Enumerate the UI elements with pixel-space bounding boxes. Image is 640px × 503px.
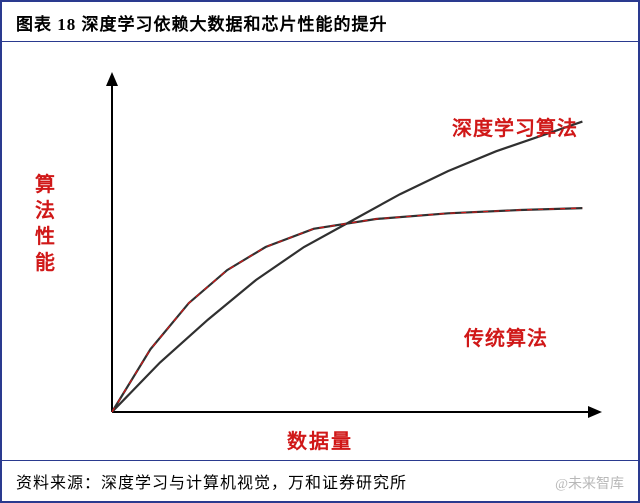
y-axis-label: 算法性能 bbox=[34, 172, 56, 276]
title-row: 图表 18 深度学习依赖大数据和芯片性能的提升 bbox=[2, 2, 638, 42]
x-axis-label: 数据量 bbox=[287, 425, 353, 454]
figure-container: 图表 18 深度学习依赖大数据和芯片性能的提升 算法性能 数据量 深度学习算法 … bbox=[0, 0, 640, 503]
series-label-traditional: 传统算法 bbox=[464, 322, 548, 351]
chart-area: 算法性能 数据量 深度学习算法 传统算法 bbox=[2, 42, 638, 462]
series-label-deep-learning: 深度学习算法 bbox=[452, 112, 578, 141]
chart-svg bbox=[2, 42, 640, 462]
series-lines bbox=[112, 122, 582, 412]
source-text: 资料来源：深度学习与计算机视觉，万和证券研究所 bbox=[16, 475, 407, 492]
watermark: @未来智库 bbox=[555, 473, 624, 493]
footer-row: 资料来源：深度学习与计算机视觉，万和证券研究所 @未来智库 bbox=[2, 460, 638, 501]
figure-title: 图表 18 深度学习依赖大数据和芯片性能的提升 bbox=[16, 10, 624, 35]
